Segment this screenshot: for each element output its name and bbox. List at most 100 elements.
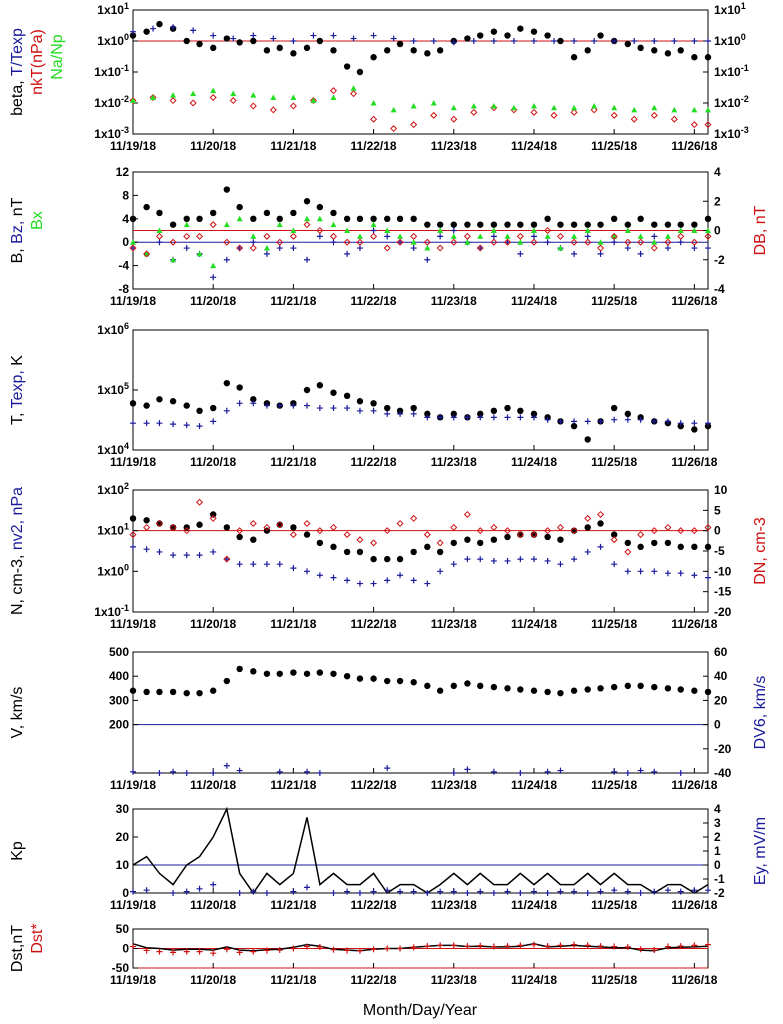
data-point	[437, 942, 444, 949]
data-point	[223, 238, 231, 246]
data-point	[544, 527, 552, 535]
right-tick-label: -40	[714, 766, 732, 780]
data-point	[597, 685, 604, 692]
panel-7: -50 0 50 11/19/18 11/20/18 11/21/18 11/22/18 11…	[9, 922, 718, 987]
data-point	[557, 689, 564, 697]
data-point	[290, 945, 297, 952]
data-point	[570, 527, 578, 535]
left-tick-label: -8	[118, 282, 129, 296]
date-tick-label: 11/23/18	[431, 778, 477, 792]
data-point	[557, 888, 564, 895]
data-point	[436, 548, 444, 556]
left-tick-label: 12	[116, 165, 130, 179]
data-point	[150, 94, 157, 101]
date-tick-label: 11/24/18	[511, 139, 557, 153]
data-point	[343, 238, 351, 246]
data-point	[705, 941, 711, 948]
plot-frame	[132, 329, 709, 451]
data-point	[624, 548, 632, 556]
data-point	[143, 28, 150, 35]
data-point	[196, 948, 203, 955]
data-point	[490, 943, 497, 950]
date-tick-label: 11/25/18	[591, 898, 637, 912]
data-point	[517, 890, 524, 896]
right-tick-label: 1x10-3	[714, 125, 749, 141]
data-point	[597, 244, 605, 252]
left-tick-label: 20	[116, 830, 130, 844]
data-point	[450, 227, 457, 234]
series-green	[130, 85, 711, 113]
date-tick-label: 11/24/18	[511, 973, 557, 987]
data-point	[129, 244, 137, 252]
data-point	[624, 221, 632, 228]
data-point	[530, 888, 537, 895]
data-point	[396, 40, 404, 48]
data-point	[650, 111, 658, 119]
data-point	[597, 888, 604, 895]
data-point	[370, 539, 378, 547]
data-point	[490, 890, 497, 896]
right-tick-label: 60	[714, 645, 728, 659]
data-point	[223, 35, 231, 42]
data-point	[556, 523, 564, 531]
data-point	[450, 233, 457, 239]
data-point	[330, 946, 337, 953]
data-point	[303, 519, 311, 528]
data-point	[504, 239, 511, 246]
data-point	[330, 32, 337, 39]
data-point	[664, 887, 671, 894]
data-point	[463, 510, 471, 518]
date-tick-label: 11/22/18	[351, 973, 397, 987]
data-point	[156, 688, 163, 696]
data-point	[316, 405, 323, 412]
data-point	[356, 233, 363, 239]
right-axis-label: DV6, km/s	[752, 676, 769, 750]
right-tick-label: 0	[714, 224, 721, 238]
data-point	[183, 37, 190, 45]
series-black	[132, 806, 709, 895]
plot-frame	[132, 651, 709, 774]
data-point	[530, 556, 537, 563]
data-point	[517, 556, 524, 563]
data-point	[196, 232, 204, 240]
data-point	[571, 104, 578, 111]
date-tick-label: 11/20/18	[190, 973, 236, 987]
data-point	[263, 947, 270, 954]
series-blue	[130, 543, 711, 587]
data-point	[223, 379, 231, 387]
left-tick-label: 1x10-3	[94, 125, 129, 141]
date-tick-label: 11/19/18	[110, 778, 156, 792]
data-point	[424, 890, 431, 896]
data-point	[637, 233, 644, 239]
data-point	[650, 244, 658, 252]
data-point	[290, 38, 297, 44]
data-point	[303, 531, 311, 538]
data-point	[651, 947, 658, 954]
data-point	[370, 32, 377, 39]
data-point	[330, 47, 337, 54]
data-point	[350, 90, 358, 98]
data-point	[631, 38, 638, 44]
data-point	[690, 238, 698, 246]
data-point	[690, 527, 698, 535]
left-axis-label-2: nkT(nPa)	[29, 29, 46, 95]
data-point	[250, 239, 257, 246]
data-point	[156, 239, 163, 246]
data-point	[196, 423, 203, 430]
data-point	[490, 557, 497, 564]
series-blue	[130, 24, 711, 46]
data-point	[584, 418, 591, 425]
data-point	[290, 565, 297, 572]
data-point	[130, 888, 136, 895]
date-tick-label: 11/25/18	[591, 455, 637, 469]
data-point	[624, 227, 631, 233]
data-point	[664, 418, 671, 425]
data-point	[691, 572, 698, 579]
data-point	[671, 106, 678, 113]
data-point	[637, 250, 644, 257]
data-point	[424, 682, 431, 690]
data-point	[303, 386, 311, 394]
data-point	[343, 63, 351, 70]
data-point	[705, 38, 711, 44]
data-point	[170, 949, 177, 956]
